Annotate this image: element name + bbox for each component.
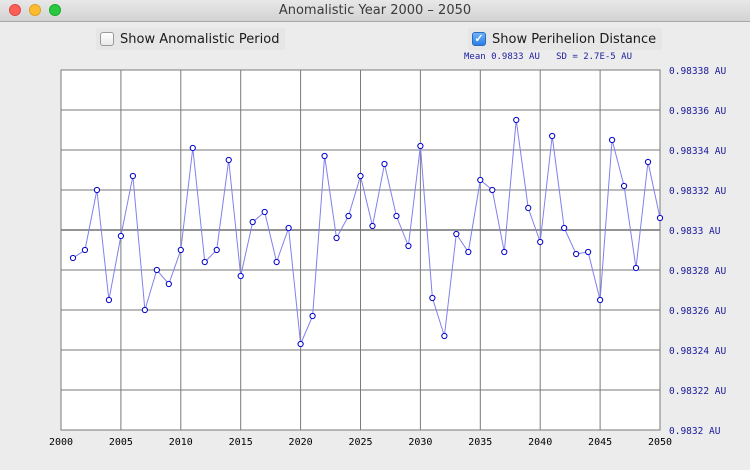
- y-tick-label: 0.9832 AU: [669, 426, 721, 437]
- data-point: [189, 144, 196, 152]
- mean-readout: Mean 0.9833 AU: [464, 52, 540, 62]
- x-tick-label: 2010: [169, 437, 193, 448]
- y-tick-label: 0.98332 AU: [669, 186, 726, 197]
- data-point: [644, 158, 652, 166]
- title-bar[interactable]: Anomalistic Year 2000 – 2050: [0, 0, 750, 22]
- perihelion-checkbox-box[interactable]: ✓: [472, 32, 486, 46]
- y-tick-label: 0.9833 AU: [669, 226, 721, 237]
- y-tick-label: 0.98322 AU: [669, 386, 726, 397]
- data-point: [369, 222, 376, 230]
- data-point: [309, 312, 316, 320]
- data-point: [117, 232, 125, 240]
- x-tick-label: 2005: [109, 437, 133, 448]
- data-point: [441, 332, 448, 340]
- perihelion-distance-chart: 2000 2005 2010 2015 2020 2025 2030 2035 2040 2045…: [49, 66, 727, 448]
- data-point: [405, 242, 412, 250]
- data-point: [105, 296, 113, 304]
- data-point: [656, 214, 664, 222]
- x-tick-label: 2040: [528, 437, 552, 448]
- data-point: [213, 246, 220, 254]
- data-point: [608, 136, 616, 144]
- data-point: [393, 212, 400, 220]
- data-point: [285, 224, 292, 232]
- data-point: [237, 272, 244, 280]
- data-point: [489, 186, 496, 194]
- y-tick-label: 0.98336 AU: [669, 106, 726, 117]
- data-point: [525, 204, 532, 212]
- perihelion-series-line: [72, 119, 661, 346]
- x-tick-label: 2020: [289, 437, 313, 448]
- data-point: [549, 132, 556, 140]
- statistics-readout: Mean 0.9833 AU SD = 2.7E-5 AU: [464, 52, 632, 62]
- x-tick-label: 2015: [229, 437, 253, 448]
- data-point: [177, 246, 184, 254]
- data-point: [321, 152, 328, 160]
- x-tick-label: 2045: [588, 437, 612, 448]
- data-point: [165, 280, 172, 288]
- sd-readout: SD = 2.7E-5 AU: [556, 52, 632, 62]
- data-point: [632, 264, 640, 272]
- x-tick-label: 2000: [49, 437, 73, 448]
- show-anomalistic-period-checkbox[interactable]: Show Anomalistic Period: [96, 28, 286, 50]
- data-point: [585, 248, 592, 256]
- close-window-button[interactable]: [9, 4, 21, 16]
- x-tick-label: 2035: [468, 437, 492, 448]
- data-point: [93, 186, 101, 194]
- perihelion-checkbox-label[interactable]: Show Perihelion Distance: [492, 31, 657, 47]
- x-tick-label: 2030: [408, 437, 432, 448]
- data-point: [453, 230, 460, 238]
- data-point: [381, 160, 388, 168]
- data-point: [153, 266, 160, 274]
- anomalistic-checkbox-box[interactable]: [100, 32, 114, 46]
- y-tick-label: 0.98326 AU: [669, 306, 726, 317]
- checkmark-icon: ✓: [474, 33, 484, 45]
- zoom-window-button[interactable]: [49, 4, 61, 16]
- data-point: [273, 258, 280, 266]
- data-point: [501, 248, 508, 256]
- data-point: [141, 306, 148, 314]
- data-point: [81, 246, 89, 254]
- data-point: [225, 156, 232, 164]
- data-point: [297, 340, 304, 348]
- data-point: [345, 212, 352, 220]
- show-perihelion-distance-checkbox[interactable]: ✓ Show Perihelion Distance: [468, 28, 663, 50]
- y-tick-label: 0.98334 AU: [669, 146, 726, 157]
- x-tick-label: 2025: [348, 437, 372, 448]
- data-point: [333, 234, 340, 242]
- data-point: [477, 176, 484, 184]
- x-tick-label: 2050: [648, 437, 672, 448]
- window-title: Anomalistic Year 2000 – 2050: [278, 3, 472, 18]
- data-point: [417, 142, 424, 150]
- data-point: [429, 294, 436, 302]
- data-point: [573, 250, 580, 258]
- data-point: [597, 296, 604, 304]
- data-point: [537, 238, 544, 246]
- data-point: [249, 218, 256, 226]
- data-point: [201, 258, 208, 266]
- data-point: [357, 172, 364, 180]
- main-content: Show Anomalistic Period ✓ Show Perihelio…: [0, 22, 750, 470]
- data-point: [513, 116, 520, 124]
- minimize-window-button[interactable]: [29, 4, 41, 16]
- data-point: [465, 248, 472, 256]
- data-point: [561, 224, 568, 232]
- y-tick-label: 0.98328 AU: [669, 266, 726, 277]
- data-point: [129, 172, 136, 180]
- data-point: [620, 182, 628, 190]
- y-tick-label: 0.98338 AU: [669, 66, 726, 77]
- data-point: [69, 254, 77, 262]
- anomalistic-checkbox-label[interactable]: Show Anomalistic Period: [120, 31, 280, 47]
- data-point: [261, 208, 268, 216]
- y-tick-label: 0.98324 AU: [669, 346, 726, 357]
